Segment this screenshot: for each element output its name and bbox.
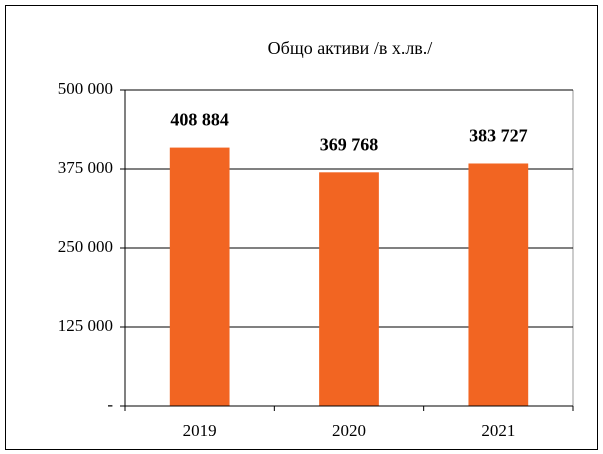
bar bbox=[319, 172, 379, 406]
chart-title: Общо активи /в х.лв./ bbox=[268, 38, 433, 58]
value-label: 369 768 bbox=[320, 134, 379, 154]
value-label: 408 884 bbox=[170, 110, 229, 130]
x-tick-label: 2020 bbox=[332, 421, 366, 440]
x-tick-label: 2019 bbox=[183, 421, 217, 440]
y-tick-label: 250 000 bbox=[58, 237, 113, 256]
bar bbox=[468, 163, 529, 406]
y-tick-label: - bbox=[107, 395, 113, 414]
x-tick-label: 2021 bbox=[481, 421, 515, 440]
y-tick-label: 500 000 bbox=[58, 79, 113, 98]
value-label: 383 727 bbox=[469, 126, 528, 146]
bar bbox=[169, 147, 230, 406]
y-tick-label: 375 000 bbox=[58, 158, 113, 177]
y-tick-label: 125 000 bbox=[58, 316, 113, 335]
